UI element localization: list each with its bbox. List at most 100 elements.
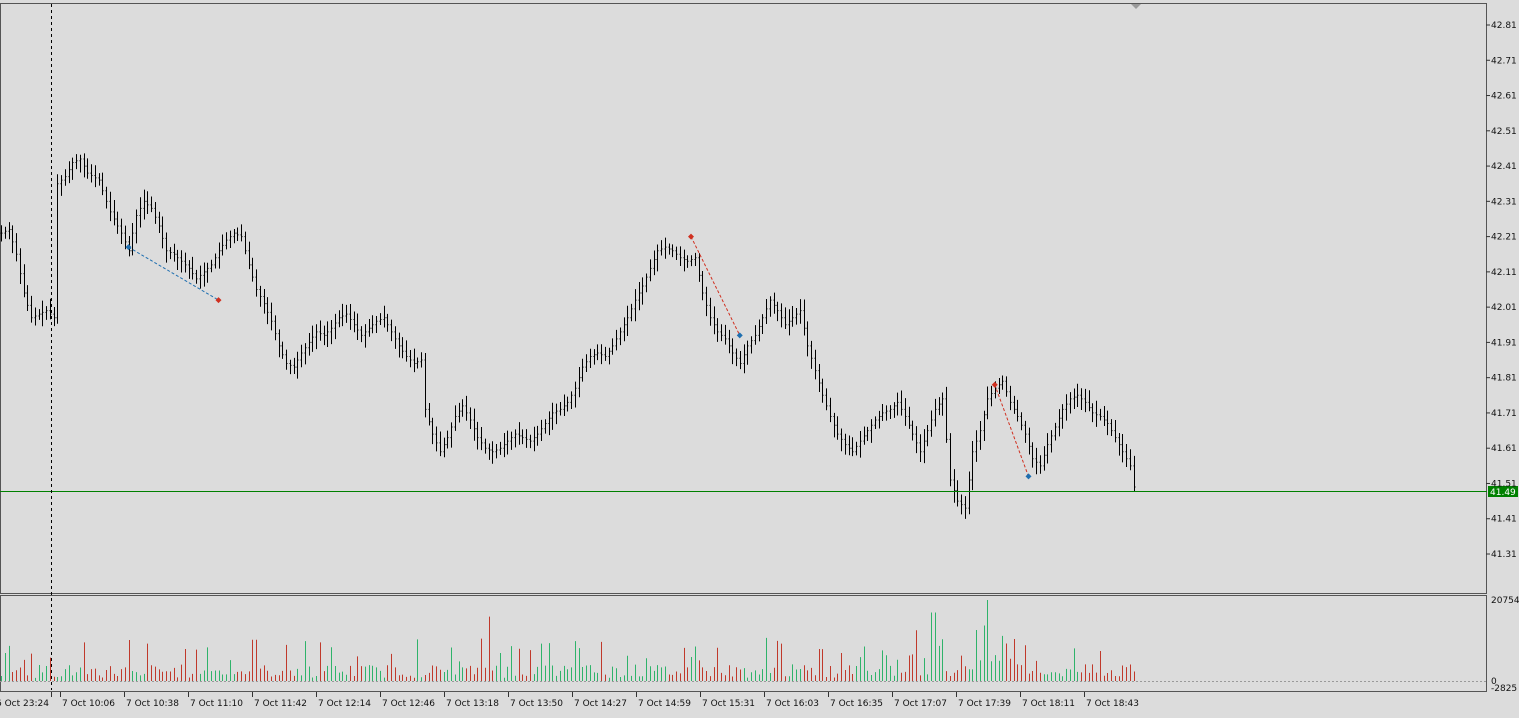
- price-bar: [491, 441, 494, 464]
- time-tick-label: 7 Oct 12:46: [382, 699, 435, 709]
- price-bar: [1054, 422, 1057, 441]
- price-tick-label: 42.31: [1491, 197, 1517, 207]
- price-bar: [1118, 433, 1121, 456]
- price-bar: [263, 289, 266, 314]
- price-bar: [896, 392, 899, 416]
- price-bar: [503, 433, 506, 458]
- price-bar: [803, 299, 806, 336]
- price-bar: [1046, 433, 1049, 464]
- price-bar: [349, 304, 352, 330]
- price-bar: [851, 437, 854, 457]
- price-bar: [510, 431, 513, 450]
- price-bar: [473, 408, 476, 441]
- chart-shift-marker-icon[interactable]: [1131, 4, 1141, 9]
- price-bar: [101, 172, 104, 196]
- price-bar: [394, 326, 397, 349]
- price-bar: [619, 327, 622, 346]
- price-bar: [656, 244, 659, 272]
- price-bar: [979, 420, 982, 450]
- price-bar: [694, 252, 697, 266]
- price-bar: [926, 425, 929, 447]
- price-bar: [825, 388, 828, 411]
- price-bar: [4, 226, 7, 239]
- price-bar: [90, 164, 93, 183]
- time-tick-label: 7 Oct 12:14: [318, 699, 371, 709]
- price-bar: [169, 247, 172, 260]
- price-axis: 42.81 42.71 42.61 42.51 42.41 42.31 42.21 42.11…: [1486, 21, 1517, 560]
- price-bar: [443, 437, 446, 458]
- price-bar: [990, 385, 993, 407]
- time-tick-label: 7 Oct 17:07: [894, 699, 947, 709]
- price-bar: [915, 426, 918, 454]
- price-bar: [379, 313, 382, 325]
- price-bar: [1035, 447, 1038, 475]
- price-bar: [1005, 376, 1008, 397]
- price-bar: [840, 428, 843, 452]
- time-tick-label: 7 Oct 14:59: [638, 699, 691, 709]
- price-bar: [645, 273, 648, 293]
- price-bar: [563, 394, 566, 416]
- price-bar: [383, 305, 386, 328]
- price-bar: [1133, 455, 1136, 492]
- price-bar: [146, 191, 149, 215]
- price-bar: [390, 319, 393, 342]
- price-bar: [806, 321, 809, 357]
- price-bar: [900, 390, 903, 416]
- price-bar: [409, 349, 412, 368]
- sell-marker-icon[interactable]: [688, 233, 694, 240]
- price-bar: [251, 257, 254, 282]
- price-bar: [870, 419, 873, 443]
- price-bar: [724, 324, 727, 345]
- buy-marker-icon[interactable]: [736, 332, 743, 339]
- price-bar: [634, 289, 637, 322]
- price-tick-label: 42.71: [1491, 56, 1517, 66]
- buy-marker-icon[interactable]: [125, 244, 132, 251]
- price-bar: [773, 292, 776, 314]
- price-bar: [53, 306, 56, 327]
- price-bar: [1031, 442, 1034, 468]
- price-bar: [818, 364, 821, 393]
- price-bar: [296, 351, 299, 379]
- price-bar: [1088, 390, 1091, 412]
- price-bar: [1061, 404, 1064, 429]
- price-bar: [293, 357, 296, 374]
- sell-marker-icon[interactable]: [215, 297, 222, 304]
- price-bar: [833, 412, 836, 438]
- price-bar: [956, 480, 959, 507]
- price-tick-label: 41.81: [1491, 374, 1517, 384]
- price-bar: [221, 234, 224, 256]
- price-bar: [923, 429, 926, 464]
- price-bar: [664, 237, 667, 259]
- price-bar: [368, 318, 371, 337]
- price-bar: [746, 340, 749, 365]
- time-tick-label: 7 Oct 18:43: [1086, 699, 1139, 709]
- price-bar: [604, 346, 607, 361]
- price-bar: [495, 444, 498, 459]
- price-bar: [124, 225, 127, 250]
- sell-marker-icon[interactable]: [991, 381, 998, 388]
- time-axis: 6 Oct 23:24 7 Oct 10:06 7 Oct 10:38 7 Oct 1…: [0, 692, 1139, 709]
- volume-tick-label: 20754: [1491, 596, 1519, 606]
- price-bar: [945, 386, 948, 443]
- price-bar: [401, 337, 404, 359]
- price-bar: [334, 313, 337, 340]
- price-bar: [120, 218, 123, 244]
- price-bar: [323, 325, 326, 346]
- price-bar: [458, 402, 461, 423]
- time-tick-label: 7 Oct 16:03: [766, 699, 819, 709]
- price-bar: [1024, 420, 1027, 443]
- price-bar: [911, 420, 914, 441]
- price-bar: [1125, 444, 1128, 468]
- price-bar: [446, 430, 449, 449]
- price-bar: [68, 161, 71, 184]
- price-bar: [461, 399, 464, 417]
- buy-marker-icon[interactable]: [1025, 473, 1032, 480]
- price-bar: [311, 325, 314, 352]
- price-bar: [420, 352, 423, 368]
- price-bar: [233, 228, 236, 244]
- trade-line: [994, 384, 1029, 477]
- price-bar: [671, 244, 674, 258]
- price-bar: [1073, 388, 1076, 409]
- price-bar: [686, 255, 689, 268]
